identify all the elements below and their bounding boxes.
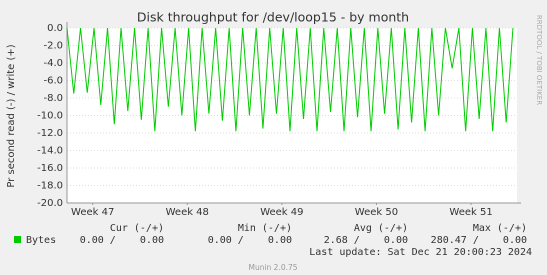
footer: Munin 2.0.75 bbox=[248, 263, 297, 272]
x-tick-label: Week 48 bbox=[166, 207, 209, 218]
x-tick-label: Week 50 bbox=[355, 207, 398, 218]
x-tick-label: Week 47 bbox=[71, 207, 114, 218]
legend-cell: 2.68 / 0.00 bbox=[324, 235, 408, 246]
y-tick-label: -6.0 bbox=[43, 76, 63, 87]
y-tick-label: -4.0 bbox=[43, 58, 63, 69]
data-line bbox=[66, 27, 514, 132]
legend-cell: 0.00 / 0.00 bbox=[80, 235, 164, 246]
y-tick-label: -16.0 bbox=[37, 163, 63, 174]
y-tick-label: -20.0 bbox=[37, 198, 63, 209]
legend-header: Cur (-/+) bbox=[110, 223, 164, 234]
y-tick-label: -8.0 bbox=[43, 93, 63, 104]
legend-name: Bytes bbox=[26, 235, 56, 246]
chart-title: Disk throughput for /dev/loop15 - by mon… bbox=[137, 10, 409, 25]
legend-header: Max (-/+) bbox=[473, 223, 527, 234]
legend-cell: 280.47 / 0.00 bbox=[431, 235, 527, 246]
y-tick-label: -14.0 bbox=[37, 146, 63, 157]
y-tick-label: -18.0 bbox=[37, 181, 63, 192]
y-tick-label: -10.0 bbox=[37, 111, 63, 122]
y-tick-label: -12.0 bbox=[37, 128, 63, 139]
x-tick-label: Week 49 bbox=[260, 207, 303, 218]
legend-swatch bbox=[14, 236, 21, 243]
legend-header: Avg (-/+) bbox=[354, 223, 408, 234]
y-tick-label: -2.0 bbox=[43, 41, 63, 52]
x-tick-label: Week 51 bbox=[449, 207, 492, 218]
y-tick-label: 0.0 bbox=[47, 23, 63, 34]
legend-header: Min (-/+) bbox=[238, 223, 292, 234]
last-update: Last update: Sat Dec 21 20:00:23 2024 bbox=[309, 247, 532, 258]
legend-cell: 0.00 / 0.00 bbox=[208, 235, 292, 246]
side-text: RRDTOOL / TOBI OETIKER bbox=[535, 15, 543, 105]
y-axis-label: Pr second read (-) / write (+) bbox=[6, 44, 17, 187]
